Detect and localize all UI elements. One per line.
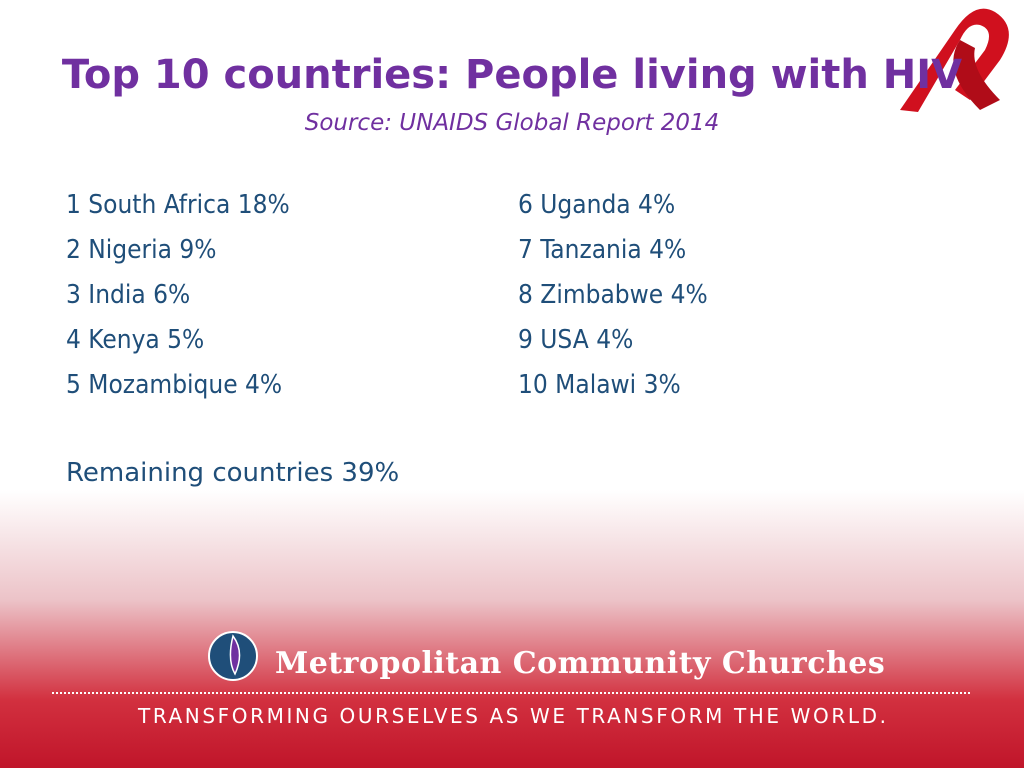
list-item: 7 Tanzania 4% [518,235,687,265]
organization: Metropolitan Community Churches [275,646,886,681]
title: Top 10 countries: People living with HIV [61,52,963,98]
list-item: 3 India 6% [66,280,191,310]
ribbon-icon [900,8,1009,112]
list-item: 9 USA 4% [518,325,634,355]
remaining: Remaining countries 39% [66,458,400,488]
left-list: 1 South Africa 18% 2 Nigeria 9% 3 India … [66,186,290,411]
list-item: 5 Mozambique 4% [66,370,283,400]
list-item: 8 Zimbabwe 4% [518,280,708,310]
list-item: 6 Uganda 4% [518,190,676,220]
logo [208,631,258,681]
list-item: 10 Malawi 3% [518,370,681,400]
list-item: 4 Kenya 5% [66,325,205,355]
subtitle: Source: UNAIDS Global Report 2014 [304,110,720,136]
list-item: 1 South Africa 18% [66,190,290,220]
right-list: 6 Uganda 4% 7 Tanzania 4% 8 Zimbabwe 4% … [518,186,708,411]
list-item: 2 Nigeria 9% [66,235,217,265]
tagline: TRANSFORMING OURSELVES AS WE TRANSFORM T… [138,704,889,728]
divider [52,692,970,694]
